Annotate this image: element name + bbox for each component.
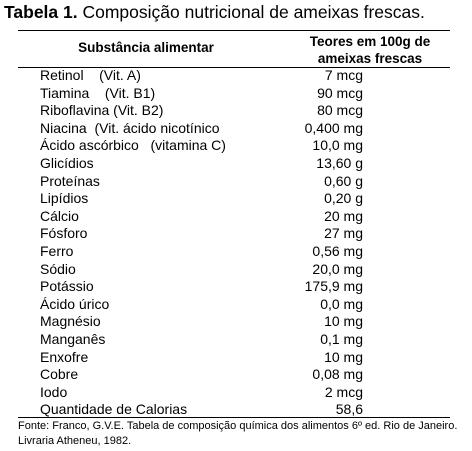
table-row: Glicídios 13,60 g [0, 155, 472, 173]
nutrient-amount: 13,60 g [316, 155, 363, 171]
table-row: Magnésio 10 mg [0, 313, 472, 331]
table-row: Iodo 2 mcg [0, 384, 472, 402]
table-row: Lipídios 0,20 g [0, 190, 472, 208]
nutrient-amount: 58,6 [335, 401, 363, 418]
table-row: Cálcio 20 mg [0, 208, 472, 226]
nutrient-amount: 80 mcg [317, 102, 363, 119]
nutrient-name: Glicídios [40, 155, 94, 171]
nutrient-amount: 7 mcg [324, 67, 363, 83]
table-row: Fósforo 27 mg [0, 225, 472, 243]
nutrient-amount: 10 mg [324, 313, 363, 330]
table-row: Sódio 20,0 mg [0, 261, 472, 279]
source-note: Fonte: Franco, G.V.E. Tabela de composiç… [18, 420, 458, 447]
table-row: Retinol (Vit. A) 7 mcg [0, 67, 472, 85]
bottom-rule [18, 417, 450, 418]
nutrient-name: Ferro [40, 243, 74, 259]
nutrient-amount: 20,0 mg [312, 260, 363, 277]
nutrient-name: Ácido ascórbico (vitamina C) [40, 137, 226, 154]
header-rule [18, 67, 450, 68]
table-row: Cobre 0,08 mg [0, 366, 472, 384]
nutrient-name: Niacina (Vit. ácido nicotínico [40, 119, 220, 136]
nutrient-amount: 90 mcg [317, 84, 363, 101]
table-row: Quantidade de Calorias 58,6 [0, 401, 472, 419]
caption: Tabela 1. Composição nutricional de amei… [4, 2, 425, 23]
nutrient-name: Riboflavina (Vit. B2) [40, 102, 164, 119]
nutrient-amount: 0,56 mg [312, 243, 363, 259]
nutrient-name: Manganês [40, 331, 106, 347]
table-row: Proteínas 0,60 g [0, 173, 472, 191]
nutrient-name: Ácido úrico [40, 295, 110, 312]
nutrient-amount: 27 mg [324, 225, 363, 242]
nutrient-amount: 10 mg [324, 348, 363, 365]
nutrient-name: Potássio [40, 278, 94, 295]
nutrient-amount: 20 mg [324, 207, 363, 224]
caption-text: Composição nutricional de ameixas fresca… [82, 2, 425, 22]
table-row: Ferro 0,56 mg [0, 243, 472, 261]
nutrient-amount: 175,9 mg [304, 278, 363, 295]
table-row: Niacina (Vit. ácido nicotínico 0,400 mg [0, 120, 472, 138]
table-row: Ácido úrico 0,0 mg [0, 296, 472, 314]
nutrient-name: Retinol (Vit. A) [40, 67, 141, 83]
top-rule [18, 30, 450, 31]
nutrient-name: Cobre [40, 366, 79, 383]
header-cell: Substância alimentar [78, 40, 214, 55]
table-row: Potássio 175,9 mg [0, 278, 472, 296]
nutrient-name: Proteínas [40, 172, 100, 189]
nutrient-amount: 0,60 g [324, 172, 363, 189]
nutrient-name: Lipídios [40, 190, 89, 207]
table-row: Riboflavina (Vit. B2) 80 mcg [0, 102, 472, 120]
nutrient-amount: 0,08 mg [312, 366, 363, 383]
header-cell: Teores em 100g de ameixas frescas [309, 34, 431, 66]
nutrient-name: Cálcio [40, 207, 79, 224]
nutrient-name: Fósforo [40, 225, 88, 242]
table-row: Enxofre 10 mg [0, 349, 472, 367]
nutrient-amount: 0,0 mg [320, 295, 363, 312]
nutrient-amount: 10,0 mg [312, 137, 363, 154]
nutrient-name: Sódio [40, 260, 76, 277]
nutrient-name: Magnésio [40, 313, 101, 330]
nutrient-name: Quantidade de Calorias [40, 401, 188, 418]
table-row: Tiamina (Vit. B1) 90 mcg [0, 85, 472, 103]
nutrient-amount: 2 mcg [324, 383, 363, 400]
table-row: Manganês 0,1 mg [0, 331, 472, 349]
nutrient-amount: 0,20 g [324, 190, 363, 207]
nutrient-amount: 0,400 mg [304, 119, 363, 136]
nutrient-name: Enxofre [40, 348, 89, 365]
nutrient-name: Iodo [40, 383, 68, 400]
nutrient-amount: 0,1 mg [320, 331, 363, 347]
table-row: Ácido ascórbico (vitamina C) 10,0 mg [0, 137, 472, 155]
nutrient-name: Tiamina (Vit. B1) [40, 84, 156, 101]
caption-label: Tabela 1. [4, 2, 78, 22]
